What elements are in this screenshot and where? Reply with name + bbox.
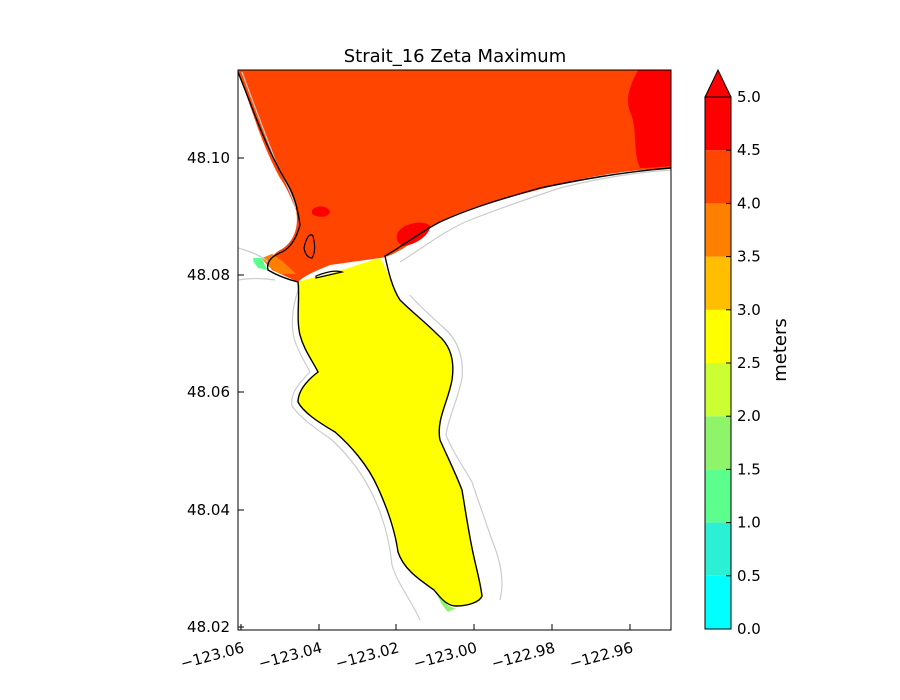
colorbar-extend-arrow bbox=[704, 68, 732, 98]
colorbar-tick-label: 1.5 bbox=[737, 460, 761, 478]
colorbar-tick-label: 4.0 bbox=[737, 194, 761, 212]
outer-coastline-west bbox=[238, 247, 276, 281]
lat-tick-label: 48.06 bbox=[187, 383, 230, 401]
colorbar-tick-label: 0.5 bbox=[737, 567, 761, 585]
outer-coastline-east bbox=[399, 169, 671, 263]
colorbar-swatch bbox=[705, 522, 731, 576]
strait-high-region bbox=[627, 70, 671, 168]
colorbar-tick-label: 3.5 bbox=[737, 248, 761, 266]
colorbar-tick-label: 5.0 bbox=[737, 88, 761, 106]
map-frame bbox=[237, 69, 672, 631]
strait-high-patch bbox=[312, 206, 330, 217]
lat-tick-label: 48.08 bbox=[187, 266, 230, 284]
colorbar-swatch bbox=[705, 416, 731, 470]
inlet-low-patch bbox=[436, 590, 456, 612]
colorbar-swatch bbox=[705, 363, 731, 417]
lon-tick-label: −122.98 bbox=[490, 638, 558, 672]
strait-low-patch bbox=[253, 258, 268, 270]
colorbar-swatch bbox=[705, 97, 731, 151]
colorbar-tick-label: 1.0 bbox=[737, 514, 761, 532]
colorbar-swatches bbox=[705, 97, 731, 629]
lat-tick-label: 48.04 bbox=[187, 501, 230, 519]
colorbar-swatch bbox=[705, 150, 731, 204]
island-outline bbox=[303, 234, 316, 259]
colorbar: 0.0 0.5 1.0 1.5 2.0 2.5 3.0 3.5 4.0 4.5 5.0 meters bbox=[704, 68, 791, 638]
colorbar-swatch bbox=[705, 309, 731, 363]
lat-tick-label: 48.02 bbox=[187, 618, 230, 636]
colorbar-swatch bbox=[705, 575, 731, 629]
colorbar-swatch bbox=[705, 203, 731, 257]
colorbar-swatch bbox=[705, 256, 731, 310]
lon-tick-label: −122.96 bbox=[568, 638, 636, 672]
lon-tick-label: −123.04 bbox=[257, 638, 325, 672]
strait-region bbox=[238, 70, 671, 282]
coastline bbox=[238, 71, 671, 607]
lat-tick-label: 48.10 bbox=[187, 149, 230, 167]
lat-axis: 48.10 48.08 48.06 48.04 48.02 bbox=[187, 149, 244, 636]
colorbar-tick-label: 2.5 bbox=[737, 354, 761, 372]
colorbar-tick-label: 2.0 bbox=[737, 407, 761, 425]
colorbar-tick-label: 3.0 bbox=[737, 301, 761, 319]
lon-tick-label: −123.02 bbox=[334, 638, 402, 672]
colorbar-tick-label: 4.5 bbox=[737, 141, 761, 159]
inlet-region bbox=[298, 258, 482, 606]
colorbar-ticks: 0.0 0.5 1.0 1.5 2.0 2.5 3.0 3.5 4.0 4.5 5.0 bbox=[726, 88, 761, 638]
colorbar-swatch bbox=[705, 469, 731, 523]
lon-tick-label: −123.06 bbox=[179, 638, 247, 672]
lon-tick-label: −123.00 bbox=[412, 638, 480, 672]
map-title: Strait_16 Zeta Maximum bbox=[344, 46, 567, 67]
lon-axis: −123.06 −123.04 −123.02 −123.00 −122.98 … bbox=[179, 624, 636, 673]
spit-outline bbox=[315, 270, 345, 279]
colorbar-label: meters bbox=[770, 318, 791, 382]
strait-high-patch bbox=[396, 222, 430, 246]
map-plot-area: 48.10 48.08 48.06 48.04 48.02 −123.06 −1… bbox=[179, 69, 672, 673]
colorbar-tick-label: 0.0 bbox=[737, 620, 761, 638]
